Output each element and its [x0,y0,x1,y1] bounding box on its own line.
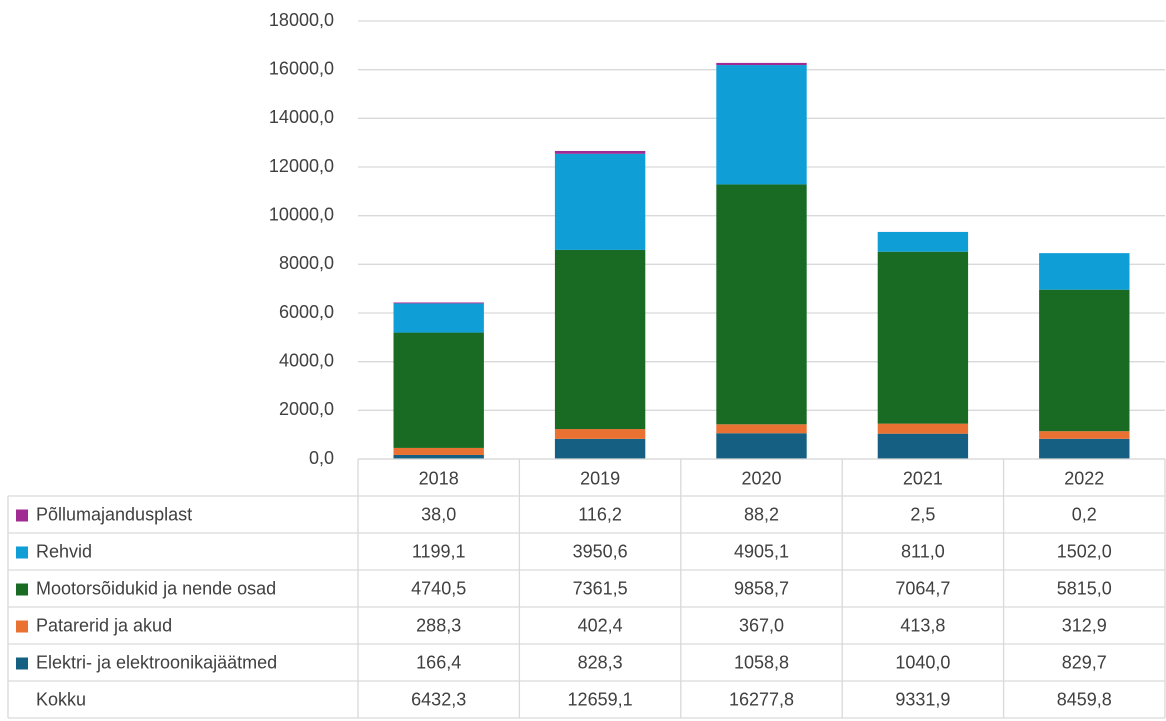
bar-segment [393,447,484,455]
table-cell: 828,3 [578,652,623,672]
legend-swatch [16,620,28,633]
bar-segment [1039,431,1130,439]
y-tick-label: 12000,0 [269,156,334,176]
y-tick-label: 10000,0 [269,204,334,224]
bar-segment [1039,438,1130,459]
table-cell: 7064,7 [895,578,950,598]
bar-segment [393,332,484,448]
y-tick-label: 4000,0 [279,350,334,370]
table-cell: 9331,9 [895,689,950,709]
legend-swatch [16,509,28,522]
table-cell: 6432,3 [411,689,466,709]
y-tick-label: 2000,0 [279,399,334,419]
table-cell: 38,0 [421,504,456,524]
table-cell: 829,7 [1062,652,1107,672]
legend-swatch [16,546,28,559]
table-cell: 88,2 [744,504,779,524]
y-tick-label: 14000,0 [269,107,334,127]
bar-segment [716,65,807,185]
table-cell: 367,0 [739,615,784,635]
table-cell: 5815,0 [1057,578,1112,598]
bar-segment [1039,253,1130,290]
y-tick-label: 18000,0 [269,10,334,30]
table-cell: 811,0 [901,541,945,561]
table-cell: 1502,0 [1057,541,1112,561]
legend-swatch [16,583,28,596]
table-cell: 9858,7 [734,578,789,598]
bar-segment [554,153,646,250]
bar-segment [877,251,969,424]
table-cell: 16277,8 [729,689,794,709]
table-cell: 166,4 [416,652,461,672]
table-cell: 402,4 [578,615,623,635]
y-tick-label: 6000,0 [279,302,334,322]
bar-segment [554,150,646,154]
x-tick-label: 2018 [419,468,459,488]
legend-label: Põllumajandusplast [36,504,192,524]
legend-label: Rehvid [36,541,92,561]
table-cell: 1199,1 [412,541,466,561]
table-cell: 12659,1 [568,689,633,709]
y-tick-label: 16000,0 [269,58,334,78]
table-cell: 312,9 [1062,615,1107,635]
table-cell: 116,2 [578,504,622,524]
legend-label: Patarerid ja akud [36,615,172,635]
y-tick-label: 0,0 [309,448,334,468]
x-tick-label: 2019 [580,468,620,488]
table-cell: 4740,5 [411,578,466,598]
bar-segment [554,438,646,459]
bar-segment [393,303,484,333]
x-tick-label: 2022 [1064,468,1104,488]
table-cell: 7361,5 [573,578,628,598]
bar-segment [877,423,969,434]
legend-label: Elektri- ja elektroonikajäätmed [36,652,277,672]
table-cell: 2,5 [910,504,935,524]
legend-label: Kokku [36,689,86,709]
bar-segment [393,454,484,459]
legend-swatch [16,657,28,670]
bar-segment [877,433,969,459]
table-cell: 8459,8 [1057,689,1112,709]
bar-segment [716,433,807,459]
x-tick-label: 2020 [741,468,781,488]
bar-segment [393,302,484,304]
bar-segment [716,62,807,66]
table-cell: 0,2 [1072,504,1097,524]
x-tick-label: 2021 [903,468,943,488]
bar-segment [554,429,646,439]
bar-segment [554,249,646,430]
legend-label: Mootorsõidukid ja nende osad [36,578,276,598]
bar-segment [716,184,807,425]
table-cell: 4905,1 [734,541,789,561]
table-cell: 1040,0 [895,652,950,672]
bar-segment [877,231,969,252]
bar-segment [1039,289,1130,432]
table-cell: 413,8 [900,615,945,635]
table-cell: 3950,6 [573,541,628,561]
y-tick-label: 8000,0 [279,253,334,273]
table-cell: 1058,8 [734,652,789,672]
bar-segment [716,424,807,434]
table-cell: 288,3 [416,615,461,635]
